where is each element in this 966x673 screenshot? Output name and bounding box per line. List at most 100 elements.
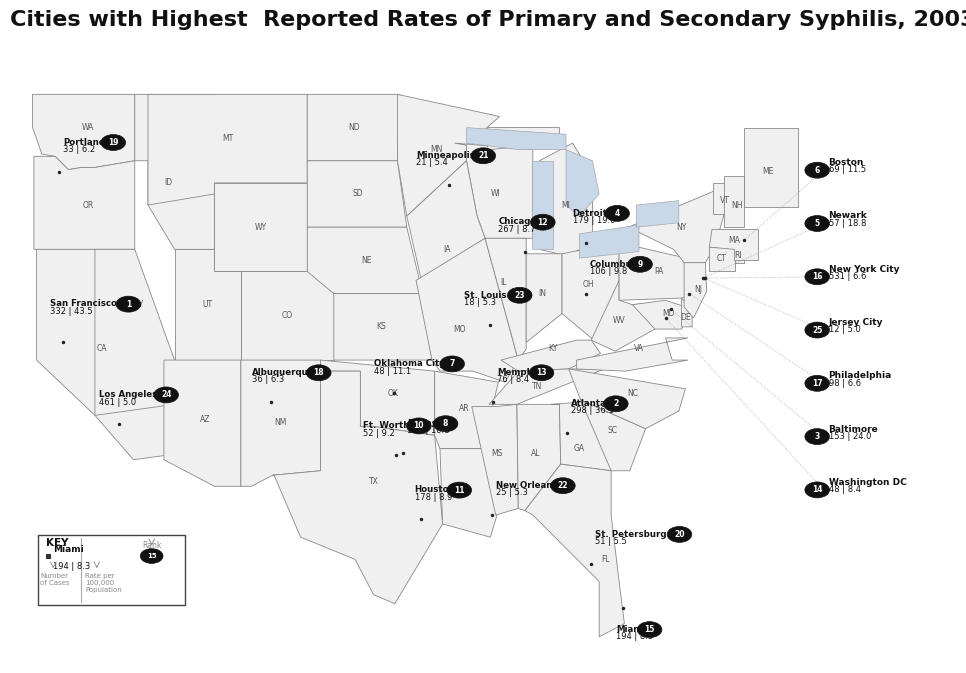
Text: Columbus: Columbus xyxy=(590,260,638,269)
Circle shape xyxy=(116,296,141,312)
Text: 9: 9 xyxy=(638,260,642,269)
Polygon shape xyxy=(307,227,423,293)
Circle shape xyxy=(154,387,179,403)
Text: MT: MT xyxy=(222,134,233,143)
Text: 106 | 9.8: 106 | 9.8 xyxy=(590,267,627,276)
Text: KS: KS xyxy=(377,322,386,331)
Text: CA: CA xyxy=(97,345,107,353)
Text: MN: MN xyxy=(430,145,442,154)
Polygon shape xyxy=(489,369,605,404)
Polygon shape xyxy=(562,243,619,343)
Text: 332 | 43.5: 332 | 43.5 xyxy=(50,307,93,316)
Text: Detroit: Detroit xyxy=(573,209,608,217)
Text: 178 | 8.9: 178 | 8.9 xyxy=(414,493,452,502)
Text: NY: NY xyxy=(676,223,687,232)
Text: 23: 23 xyxy=(515,291,525,299)
Text: Rate per
100,000
Population: Rate per 100,000 Population xyxy=(85,573,122,593)
Polygon shape xyxy=(307,94,400,161)
Text: 194 | 8.3: 194 | 8.3 xyxy=(616,632,654,641)
Text: WY: WY xyxy=(255,223,267,232)
Circle shape xyxy=(805,376,830,391)
Text: IL: IL xyxy=(500,278,507,287)
Text: MI: MI xyxy=(561,201,571,209)
Text: MS: MS xyxy=(492,448,502,458)
Text: Miami: Miami xyxy=(53,544,84,554)
Text: New Orleans: New Orleans xyxy=(496,481,557,490)
Circle shape xyxy=(447,482,471,498)
Polygon shape xyxy=(34,156,134,249)
Polygon shape xyxy=(37,249,166,460)
Polygon shape xyxy=(33,94,134,170)
Polygon shape xyxy=(517,404,560,511)
Text: KY: KY xyxy=(548,345,557,353)
Text: OR: OR xyxy=(83,201,94,209)
Text: MO: MO xyxy=(454,324,467,334)
Polygon shape xyxy=(724,176,744,227)
Text: 21: 21 xyxy=(478,151,489,160)
Text: Oklahoma City: Oklahoma City xyxy=(374,359,444,368)
Text: St. Petersburg: St. Petersburg xyxy=(595,530,667,538)
Text: DE: DE xyxy=(680,314,691,322)
Polygon shape xyxy=(637,201,679,227)
Circle shape xyxy=(471,148,496,164)
Text: 131 | 10.8: 131 | 10.8 xyxy=(407,426,449,435)
Polygon shape xyxy=(525,464,624,637)
FancyBboxPatch shape xyxy=(38,534,185,605)
Text: CO: CO xyxy=(282,312,293,320)
Circle shape xyxy=(507,287,532,304)
Text: 48 | 11.1: 48 | 11.1 xyxy=(374,367,411,376)
Polygon shape xyxy=(531,161,553,249)
Polygon shape xyxy=(397,94,499,216)
Polygon shape xyxy=(148,94,307,205)
Circle shape xyxy=(638,622,662,637)
Text: Cities with Highest  Reported Rates of Primary and Secondary Syphilis, 2003: Cities with Highest Reported Rates of Pr… xyxy=(10,10,966,30)
Circle shape xyxy=(529,365,554,381)
Text: 5: 5 xyxy=(814,219,820,228)
Text: 1: 1 xyxy=(126,299,131,309)
Text: Houston: Houston xyxy=(414,485,456,495)
Polygon shape xyxy=(709,229,758,260)
Text: 12 | 5.0: 12 | 5.0 xyxy=(829,325,861,334)
Text: 57 | 18.8: 57 | 18.8 xyxy=(829,219,866,227)
Text: Portland: Portland xyxy=(63,138,105,147)
Text: 25 | 5.3: 25 | 5.3 xyxy=(496,489,527,497)
Text: New York City: New York City xyxy=(829,264,899,274)
Circle shape xyxy=(668,526,692,542)
Text: VT: VT xyxy=(721,196,730,205)
Circle shape xyxy=(805,162,830,178)
Text: ID: ID xyxy=(164,178,172,187)
Text: Memphis: Memphis xyxy=(497,368,541,377)
Polygon shape xyxy=(175,249,241,360)
Polygon shape xyxy=(709,247,734,271)
Text: KEY: KEY xyxy=(45,538,69,548)
Text: OH: OH xyxy=(582,280,594,289)
Circle shape xyxy=(805,269,830,285)
Text: Washington DC: Washington DC xyxy=(829,478,906,487)
Text: TX: TX xyxy=(369,477,379,487)
Circle shape xyxy=(805,322,830,338)
Polygon shape xyxy=(552,400,611,471)
Polygon shape xyxy=(440,449,497,537)
Text: NM: NM xyxy=(274,417,287,427)
Polygon shape xyxy=(435,371,498,449)
Polygon shape xyxy=(241,271,334,360)
Text: 48 | 8.4: 48 | 8.4 xyxy=(829,485,861,494)
Text: Los Angeles: Los Angeles xyxy=(99,390,157,399)
Text: 12: 12 xyxy=(538,217,548,227)
Text: 20: 20 xyxy=(674,530,685,539)
Circle shape xyxy=(140,548,163,563)
Polygon shape xyxy=(416,238,518,382)
Text: SD: SD xyxy=(353,190,363,199)
Text: Jersey City: Jersey City xyxy=(829,318,883,327)
Polygon shape xyxy=(488,128,559,149)
Polygon shape xyxy=(485,238,526,360)
Text: WV: WV xyxy=(612,316,625,324)
Text: 267 | 8.7: 267 | 8.7 xyxy=(498,225,536,234)
Text: TN: TN xyxy=(531,382,542,391)
Text: Dallas: Dallas xyxy=(407,419,437,428)
Polygon shape xyxy=(591,281,655,351)
Text: 531 | 6.6: 531 | 6.6 xyxy=(829,272,866,281)
Text: SC: SC xyxy=(608,427,617,435)
Text: AZ: AZ xyxy=(200,415,211,425)
Text: 24: 24 xyxy=(161,390,171,399)
